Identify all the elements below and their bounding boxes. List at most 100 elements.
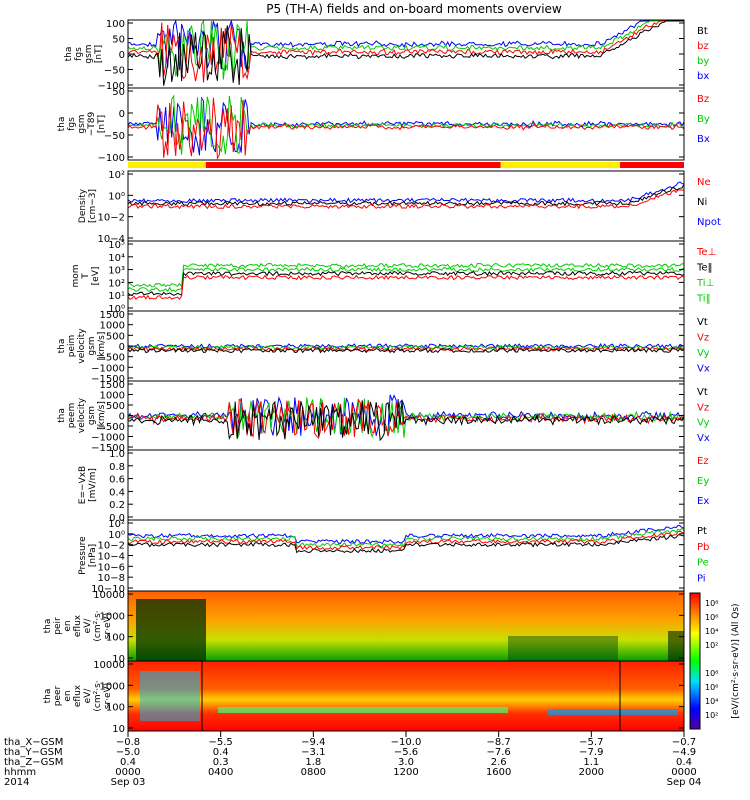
y-tick-label: 1000 (100, 611, 125, 622)
y-axis-label: [nPa] (88, 544, 98, 567)
y-tick-label: −100 (98, 153, 125, 164)
y-axis-label: gsm (87, 406, 97, 425)
y-tick-label: 10−2 (98, 541, 125, 552)
spectrogram-fill (128, 661, 684, 731)
mode-bar-segment (128, 162, 206, 168)
y-tick-label: 10⁴ (108, 253, 125, 264)
legend-entry: Pb (697, 542, 709, 553)
legend-entry: Pt (697, 526, 707, 537)
legend-entry: Vy (697, 348, 710, 359)
y-axis-label: tha (57, 339, 67, 354)
y-tick-label: 0 (119, 109, 125, 120)
y-tick-label: 10 (112, 654, 125, 665)
panel-fgs-gsm-t89: 50 0 −50 −100 tha fgs gsm −T89 [nT] Bz By Bx (57, 87, 710, 164)
y-tick-label: 50 (112, 35, 125, 46)
y-axis-label: eflux (73, 614, 83, 637)
y-tick-label: 50 (112, 87, 125, 98)
y-axis-label: [nT] (97, 115, 107, 133)
legend-entry: by (697, 56, 709, 67)
y-axis-label: peer (53, 685, 63, 706)
x-tick-label: −4.9 (672, 747, 696, 758)
x-tick-label: 0.4 (120, 757, 136, 768)
y-tick-label: 100 (106, 633, 125, 644)
y-tick-label: 0.6 (109, 475, 125, 486)
y-tick-label: 0 (119, 342, 125, 353)
y-tick-label: 100 (106, 703, 125, 714)
y-tick-label: 0.2 (109, 500, 125, 511)
colorbar-tick-label: 10⁴ (705, 697, 718, 706)
y-axis-label: peem (67, 403, 77, 429)
legend-entry: Ne (697, 177, 711, 188)
y-axis-label: Density (78, 188, 88, 223)
x-row-label: 2014 (4, 777, 29, 788)
y-axis-label: (cm²·s· (93, 680, 103, 711)
y-tick-label: 10−10 (91, 584, 125, 595)
legend-entry: Npot (697, 217, 721, 228)
series-trace-Vy (127, 344, 685, 351)
y-tick-label: 10⁰ (108, 191, 125, 202)
spectrogram-low-counts (508, 636, 618, 661)
y-axis-label: [cm−3] (88, 189, 98, 223)
y-tick-label: 10² (108, 278, 125, 289)
series-trace-Bx (127, 96, 685, 156)
y-axis-label: eflux (73, 684, 83, 707)
y-tick-label: 10² (108, 170, 125, 181)
y-tick-label: 10−8 (98, 573, 125, 584)
y-axis-label: mom (71, 264, 81, 287)
y-tick-label: 1000 (100, 681, 125, 692)
y-tick-label: 500 (106, 331, 125, 342)
x-tick-label: 2000 (579, 767, 604, 778)
colorbar-tick-label: 10⁸ (705, 669, 718, 678)
x-tick-label: Sep 03 (111, 777, 146, 788)
panel-frame (127, 449, 685, 521)
x-axis: tha_X−GSMtha_Y−GSMtha_Z−GSMhhmm2014−0.8−… (4, 731, 701, 788)
mode-bar-segment (205, 162, 501, 168)
series-trace-Ti‖ (127, 262, 685, 288)
x-row-label: tha_X−GSM (4, 737, 63, 748)
x-tick-label: 0.4 (213, 747, 229, 758)
y-tick-label: 10−4 (98, 552, 125, 563)
legend-entry: Vt (697, 317, 708, 328)
series-trace-Vz (127, 398, 685, 439)
series-trace-Bz (127, 97, 685, 161)
legend-entry: Ey (697, 476, 709, 487)
panel-fgs-gsm: 100 50 0 −50 −100 tha fgs gsm [nT] Bt bz by bx (64, 19, 709, 92)
y-tick-label: 10000 (93, 590, 125, 601)
y-axis-label: velocity (77, 397, 87, 433)
x-row-label: tha_Z−GSM (4, 757, 63, 768)
series-trace-Vt (128, 399, 685, 442)
y-tick-label: −50 (104, 131, 125, 142)
y-axis-label: sr·eV) (103, 683, 113, 709)
legend-entry: By (697, 114, 710, 125)
legend-entry: Bt (697, 26, 708, 37)
y-axis-label: tha (57, 117, 67, 132)
y-axis-label: T (81, 273, 91, 280)
y-axis-label: tha (57, 408, 67, 423)
x-tick-label: 1600 (486, 767, 511, 778)
panel-frame (127, 519, 685, 592)
mode-bar-segment (500, 162, 621, 168)
spectrogram-mid-band (548, 709, 678, 715)
legend-entry: Vz (697, 333, 709, 344)
y-tick-label: 0.4 (109, 487, 125, 498)
y-axis-label: −T89 (87, 111, 97, 136)
series-trace-By (127, 94, 685, 155)
colorbar-label: [eV/(cm²·s·sr·eV)] (All Qs) (731, 603, 741, 718)
series-trace-Npot (127, 181, 685, 204)
legend-entry: Pe (697, 558, 709, 569)
legend-entry: Ti‖ (696, 294, 711, 305)
y-tick-label: −500 (98, 422, 125, 433)
y-axis-label: fgs (67, 117, 77, 131)
x-tick-label: −8.7 (487, 737, 511, 748)
y-axis-label: [eV] (91, 267, 101, 286)
y-axis-label: gsm (77, 114, 87, 133)
spectrogram-low-counts (668, 631, 684, 661)
y-tick-label: 10−2 (98, 213, 125, 224)
y-tick-label: 100 (106, 19, 125, 30)
y-tick-label: 10 (112, 724, 125, 735)
series-trace-Vy (127, 397, 685, 441)
legend-entry: Vx (697, 364, 710, 375)
series-trace-Te⊥ (127, 274, 685, 300)
